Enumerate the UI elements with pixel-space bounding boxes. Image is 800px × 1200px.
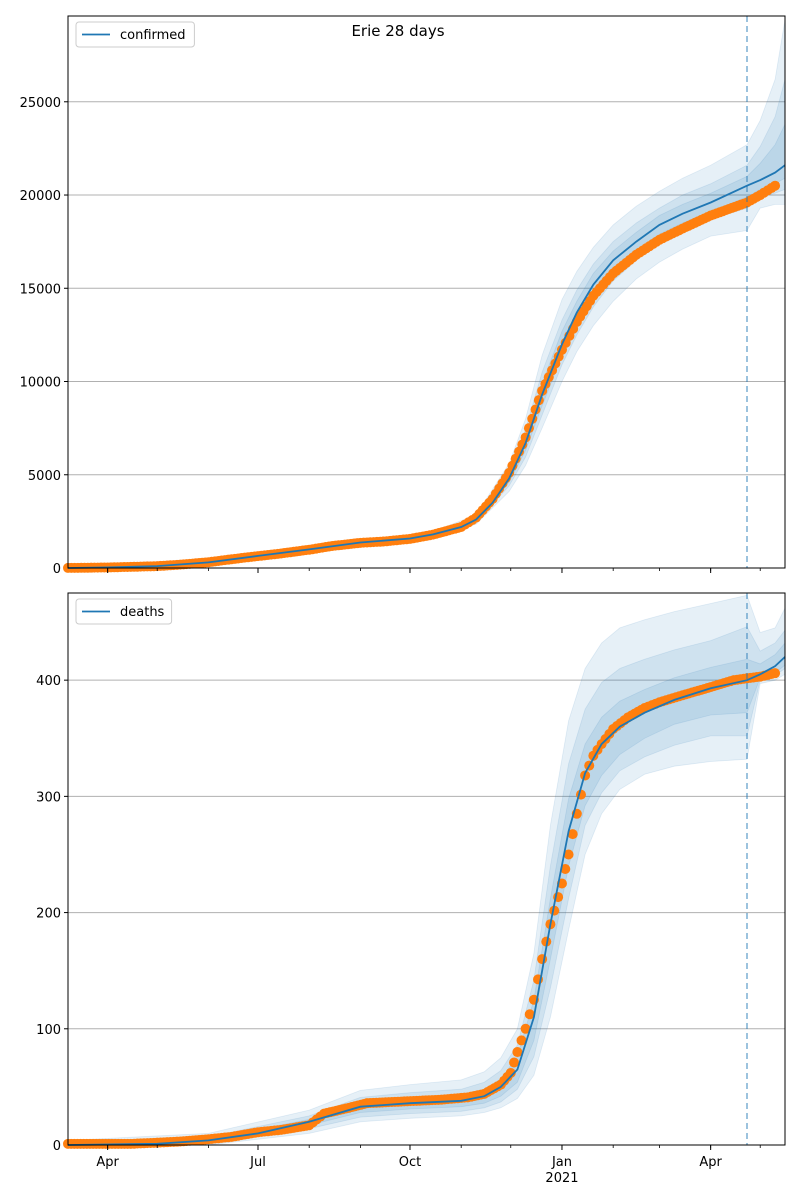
- y-tick-label: 20000: [20, 189, 61, 204]
- observed-point: [541, 936, 552, 947]
- legend-box: [75, 598, 173, 625]
- observed-point: [560, 864, 571, 874]
- series-line: [67, 164, 786, 569]
- legend: confirmed: [75, 21, 195, 48]
- observed-point: [604, 272, 615, 283]
- y-tick-label: 10000: [20, 376, 61, 391]
- figure-title: Erie 28 days: [351, 22, 444, 40]
- observed-point: [516, 1035, 527, 1046]
- observed-point: [517, 439, 528, 450]
- y-tick-label: 200: [36, 907, 61, 922]
- axes-frame: [67, 592, 786, 1146]
- legend-label: confirmed: [120, 28, 186, 43]
- observed-point: [502, 1071, 513, 1082]
- observed-point: [766, 669, 777, 680]
- y-tick-label: 15000: [20, 282, 61, 297]
- y-tick-label: 400: [36, 674, 61, 689]
- x-tick-label: Oct: [399, 1155, 421, 1170]
- y-tick-label: 0: [53, 562, 61, 577]
- x-tick-label: Apr: [96, 1155, 119, 1170]
- y-tick-label: 25000: [20, 96, 61, 111]
- y-tick-label: 100: [36, 1023, 61, 1038]
- observed-point: [604, 729, 615, 740]
- x-tick-label: Jul: [249, 1155, 266, 1170]
- x-tick-label: Apr: [699, 1155, 722, 1170]
- observed-point: [766, 183, 777, 194]
- observed-point: [585, 295, 596, 306]
- observed-point: [520, 1023, 531, 1034]
- observed-point: [492, 1081, 503, 1092]
- series-line: [67, 656, 786, 1146]
- confidence-band: [67, 641, 786, 1146]
- observed-point: [563, 849, 574, 860]
- axes-frame: [67, 15, 786, 569]
- y-tick-label: 300: [36, 790, 61, 805]
- observed-point: [524, 1009, 535, 1020]
- observed-point: [512, 1047, 523, 1058]
- legend-box: [75, 21, 195, 48]
- observed-point: [484, 497, 495, 508]
- panel-top: 0 5000 10000 15000 20000 25000 confirmed: [20, 15, 786, 577]
- y-tick-label: 0: [53, 1139, 61, 1154]
- observed-point: [509, 1057, 520, 1068]
- legend-label: deaths: [120, 605, 165, 620]
- x-tick-label: Jan: [551, 1155, 572, 1170]
- legend: deaths: [75, 598, 173, 625]
- confidence-band: [67, 79, 786, 569]
- observed-point: [567, 829, 578, 840]
- x-tick-sublabel: 2021: [545, 1171, 578, 1186]
- y-tick-label: 5000: [28, 469, 61, 484]
